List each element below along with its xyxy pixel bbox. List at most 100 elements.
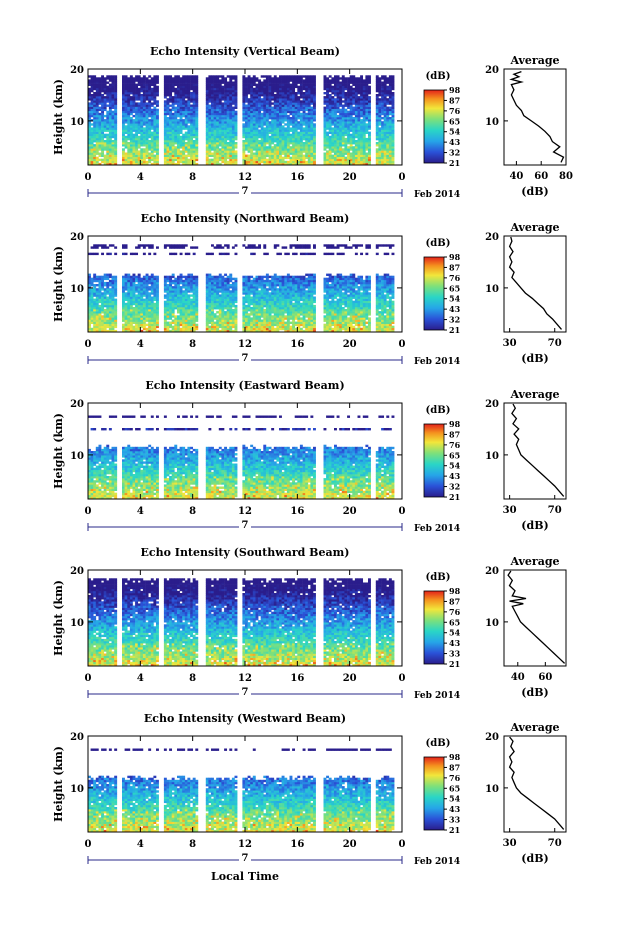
heatmap-cell (187, 75, 191, 78)
heatmap-cell (127, 146, 131, 149)
heatmap-cell (132, 81, 136, 84)
heatmap-cell (323, 96, 327, 99)
heatmap-cell (226, 110, 230, 114)
heatmap-cell (98, 96, 102, 99)
heatmap-cell (229, 77, 233, 80)
heatmap-cell (347, 125, 351, 128)
heatmap-cell (378, 137, 382, 141)
heatmap-cell (347, 123, 351, 126)
heatmap-cell (349, 77, 353, 80)
heatmap-cell (111, 325, 115, 329)
heatmap-cell (273, 98, 277, 101)
heatmap-cell (378, 121, 382, 124)
heatmap-cell (265, 123, 269, 126)
heatmap-cell (299, 92, 303, 95)
heatmap-cell (276, 140, 280, 143)
heatmap-cell (279, 144, 282, 147)
heatmap-cell (132, 92, 136, 95)
heatmap-cell (106, 281, 110, 285)
heatmap-cell (184, 119, 188, 122)
heatmap-cell (242, 85, 246, 89)
heatmap-cell (106, 323, 110, 327)
heatmap-cell (294, 104, 298, 107)
heatmap-cell (166, 150, 170, 153)
heatmap-cell (218, 100, 222, 103)
heatmap-cell (302, 79, 306, 82)
heatmap-cell (263, 87, 267, 91)
heatmap-cell (331, 142, 335, 145)
heatmap-cell (250, 92, 254, 95)
heatmap-cell (326, 146, 330, 149)
heatmap-cell (297, 104, 301, 107)
heatmap-cell (258, 112, 262, 116)
heatmap-cell (108, 311, 112, 314)
heatmap-cell (218, 104, 222, 107)
heatmap-cell (166, 144, 170, 147)
heatmap-cell (163, 94, 167, 97)
heatmap-cell (260, 158, 264, 162)
heatmap-cell (135, 112, 139, 116)
heatmap-cell (231, 117, 235, 120)
heatmap-cell (250, 77, 254, 80)
heatmap-cell (184, 125, 188, 128)
heatmap-cell (156, 150, 159, 153)
heatmap-cell (124, 117, 128, 120)
heatmap-cell (362, 154, 366, 157)
heatmap-cell (305, 121, 309, 124)
heatmap-cell (142, 94, 146, 97)
heatmap-cell (349, 96, 353, 99)
heatmap-cell (386, 125, 390, 128)
heatmap-cell (140, 133, 144, 137)
heatmap-cell (362, 106, 366, 109)
heatmap-cell (98, 154, 102, 157)
heatmap-cell (388, 156, 392, 160)
heatmap-cell (145, 77, 149, 80)
heatmap-cell (98, 296, 102, 299)
heatmap-cell (192, 144, 196, 147)
heatmap-cell (349, 123, 353, 126)
heatmap-cell (271, 142, 275, 145)
heatmap-cell (294, 129, 298, 132)
heatmap-cell (88, 79, 91, 82)
heatmap-cell (258, 158, 262, 162)
heatmap-cell (135, 246, 139, 249)
heatmap-cell (263, 119, 267, 122)
heatmap-cell (326, 162, 330, 166)
heatmap-cell (132, 140, 136, 143)
heatmap-cell (339, 146, 343, 149)
heatmap-cell (93, 94, 97, 97)
heatmap-cell (106, 304, 110, 308)
heatmap-cell (140, 110, 144, 114)
heatmap-cell (90, 327, 94, 331)
heatmap-cell (286, 106, 290, 109)
heatmap-cell (177, 146, 180, 149)
heatmap-cell (360, 98, 364, 101)
heatmap-cell (229, 119, 233, 122)
heatmap-cell (307, 135, 311, 139)
heatmap-cell (347, 85, 351, 89)
heatmap-cell (388, 123, 392, 126)
heatmap-cell (129, 150, 133, 153)
heatmap-cell (195, 110, 199, 114)
heatmap-cell (140, 83, 144, 86)
heatmap-cell (299, 108, 303, 112)
heatmap-cell (279, 117, 282, 120)
heatmap-cell (101, 110, 105, 114)
heatmap-cell (106, 81, 110, 84)
heatmap-cell (148, 75, 152, 78)
heatmap-cell (150, 302, 154, 306)
heatmap-cell (341, 112, 345, 116)
heatmap-cell (310, 81, 314, 84)
heatmap-cell (208, 112, 212, 116)
heatmap-cell (169, 98, 173, 101)
heatmap-cell (284, 96, 288, 99)
heatmap-cell (231, 81, 235, 84)
heatmap-cell (265, 112, 269, 116)
heatmap-cell (103, 79, 107, 82)
heatmap-cell (192, 135, 196, 139)
heatmap-cell (352, 79, 356, 82)
heatmap-cell (88, 296, 91, 299)
heatmap-cell (245, 160, 248, 164)
heatmap-cell (263, 102, 267, 105)
heatmap-cell (142, 137, 146, 141)
